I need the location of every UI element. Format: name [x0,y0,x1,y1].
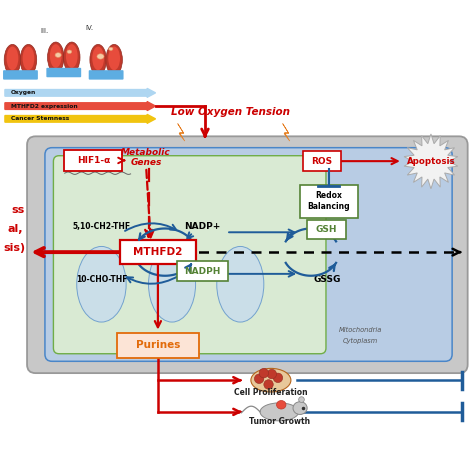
Ellipse shape [66,44,78,68]
Text: Tumor Growth: Tumor Growth [249,417,310,426]
Text: ss: ss [11,205,24,215]
Text: Cytoplasm: Cytoplasm [343,338,378,344]
FancyBboxPatch shape [5,8,174,119]
Circle shape [255,374,264,383]
Text: 5,10-CH2-THF: 5,10-CH2-THF [73,222,130,231]
Ellipse shape [299,397,304,402]
Text: HIF1-α: HIF1-α [77,156,110,165]
Circle shape [273,373,283,383]
FancyArrow shape [5,101,155,110]
Circle shape [267,369,276,379]
Ellipse shape [148,246,196,322]
Text: MTHFD2: MTHFD2 [133,247,182,257]
Text: Apoptosis: Apoptosis [407,157,455,166]
Ellipse shape [47,42,64,73]
Text: al,: al, [8,224,23,234]
Text: sis): sis) [3,243,26,253]
Text: Redox
Balancing: Redox Balancing [307,191,350,211]
Ellipse shape [23,46,34,70]
FancyBboxPatch shape [303,151,340,171]
Polygon shape [283,124,290,141]
Ellipse shape [90,45,106,75]
Ellipse shape [4,45,21,75]
Polygon shape [178,124,185,141]
FancyBboxPatch shape [64,150,122,171]
Text: IV.: IV. [86,25,94,31]
Text: GSSG: GSSG [314,275,341,284]
FancyBboxPatch shape [45,148,452,361]
Polygon shape [404,134,458,189]
Ellipse shape [7,46,18,70]
FancyBboxPatch shape [46,68,81,77]
Ellipse shape [106,45,122,75]
Ellipse shape [260,403,299,421]
Text: GSH: GSH [316,225,337,234]
Ellipse shape [293,401,307,414]
Ellipse shape [55,53,61,57]
Circle shape [264,380,273,389]
Ellipse shape [276,401,286,409]
Ellipse shape [92,46,104,70]
Ellipse shape [97,54,104,59]
Ellipse shape [20,45,36,75]
Ellipse shape [108,46,120,70]
Text: III.: III. [41,28,49,34]
Text: Low Oxygen Tension: Low Oxygen Tension [172,107,291,117]
Text: Purines: Purines [136,340,180,350]
Ellipse shape [109,47,113,51]
Text: Oxygen: Oxygen [11,91,36,95]
Ellipse shape [67,50,72,54]
Text: ROS: ROS [311,156,332,165]
FancyBboxPatch shape [177,261,228,282]
FancyBboxPatch shape [54,156,326,354]
Text: NADPH: NADPH [184,267,221,276]
Text: Mitochondria: Mitochondria [339,328,382,334]
Text: Metabolic
Genes: Metabolic Genes [121,148,171,167]
FancyArrow shape [5,88,155,97]
Ellipse shape [251,368,291,392]
FancyBboxPatch shape [27,137,468,373]
Text: Cancer Stemness: Cancer Stemness [11,116,69,121]
FancyBboxPatch shape [117,333,200,357]
Ellipse shape [50,44,62,68]
FancyBboxPatch shape [300,184,357,218]
Text: 10-CHO-THF: 10-CHO-THF [76,275,127,284]
FancyBboxPatch shape [307,219,346,239]
Text: NADP+: NADP+ [184,222,221,231]
Circle shape [259,368,269,378]
FancyBboxPatch shape [3,70,38,80]
Text: Cell Proliferation: Cell Proliferation [234,388,308,397]
FancyBboxPatch shape [120,240,196,264]
FancyBboxPatch shape [89,70,124,80]
Ellipse shape [77,246,126,322]
Ellipse shape [64,42,80,73]
Ellipse shape [217,246,264,322]
Text: MTHFD2 expression: MTHFD2 expression [11,104,78,109]
FancyArrow shape [5,114,155,123]
